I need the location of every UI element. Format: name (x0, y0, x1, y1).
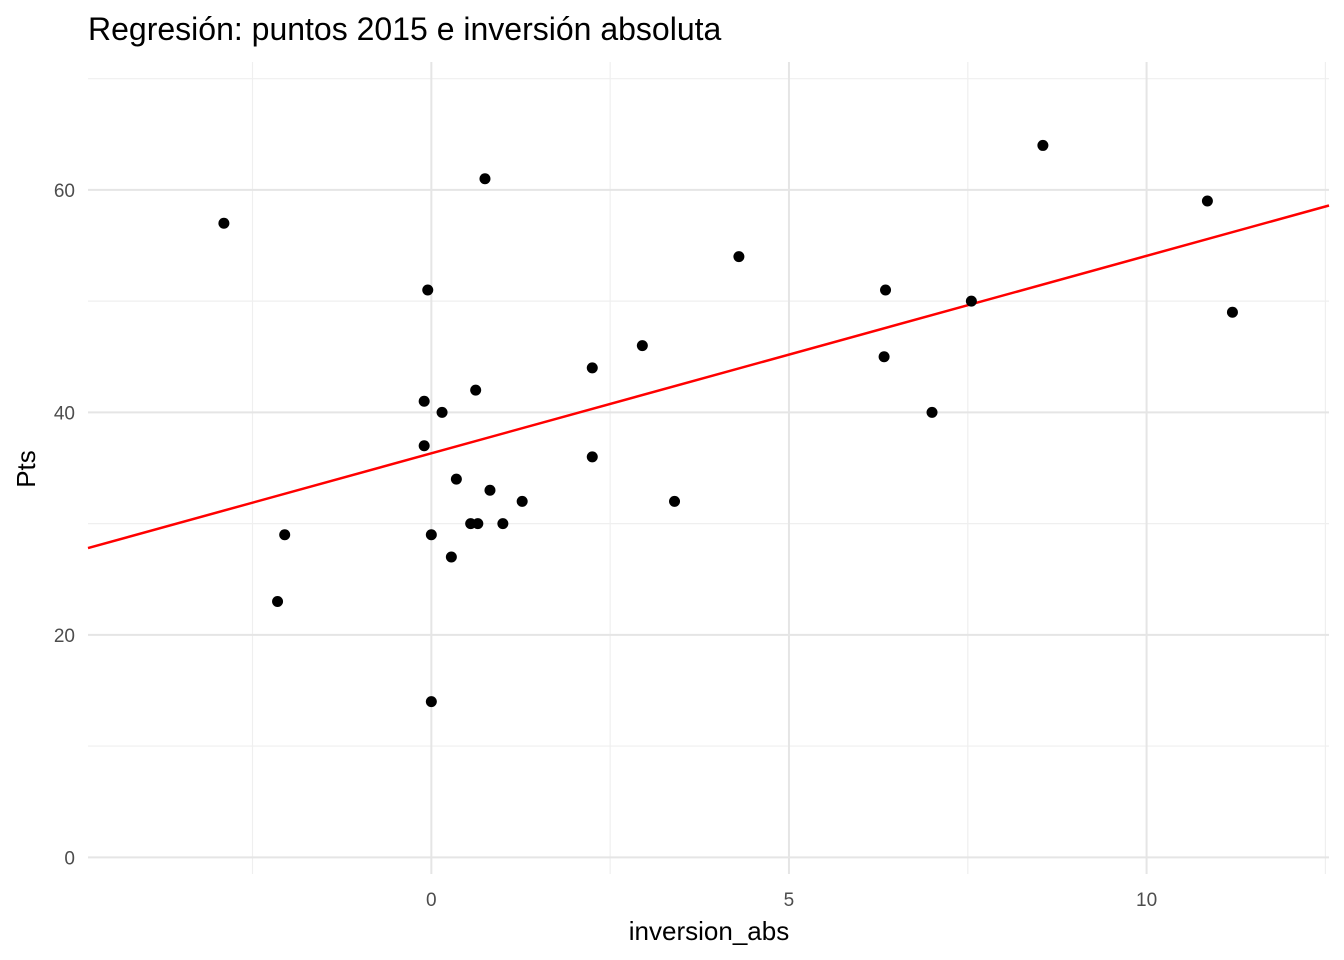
data-point (484, 484, 496, 496)
x-tick-label: 10 (1136, 890, 1157, 911)
data-point (636, 340, 648, 352)
minor-gridlines (88, 62, 1329, 874)
data-point (586, 451, 598, 463)
regression-line (87, 204, 1330, 550)
data-point (1201, 195, 1213, 207)
data-point (450, 473, 462, 485)
data-point (586, 362, 598, 374)
data-point (669, 495, 681, 507)
data-point (878, 351, 890, 363)
data-point (1226, 306, 1238, 318)
regression-line-group (87, 204, 1330, 550)
data-point (279, 529, 291, 541)
data-point (470, 384, 482, 396)
y-tick-label: 0 (64, 848, 75, 869)
data-point (425, 696, 437, 708)
data-point (497, 518, 509, 530)
y-tick-label: 20 (54, 626, 75, 647)
data-point (422, 284, 434, 296)
y-tick-label: 40 (54, 403, 75, 424)
data-point (472, 518, 484, 530)
data-point (436, 406, 448, 418)
major-gridlines (88, 62, 1329, 874)
x-axis-title: inversion_abs (629, 916, 789, 946)
data-point (516, 495, 528, 507)
data-point (1037, 139, 1049, 151)
data-point (479, 173, 491, 185)
chart-title: Regresión: puntos 2015 e inversión absol… (88, 11, 722, 47)
data-point (218, 217, 230, 229)
data-point (965, 295, 977, 307)
data-points (218, 139, 1238, 708)
data-point (880, 284, 892, 296)
x-tick-label: 5 (784, 890, 795, 911)
data-point (445, 551, 457, 563)
data-point (272, 595, 284, 607)
x-tick-labels: 0 5 10 (426, 890, 1157, 911)
y-axis-title: Pts (11, 450, 41, 488)
y-tick-label: 60 (54, 181, 75, 202)
data-point (425, 529, 437, 541)
data-point (733, 251, 745, 263)
data-point (418, 395, 430, 407)
x-tick-label: 0 (426, 890, 437, 911)
data-point (418, 440, 430, 452)
data-point (926, 406, 938, 418)
y-tick-labels: 0 20 40 60 (54, 181, 75, 869)
